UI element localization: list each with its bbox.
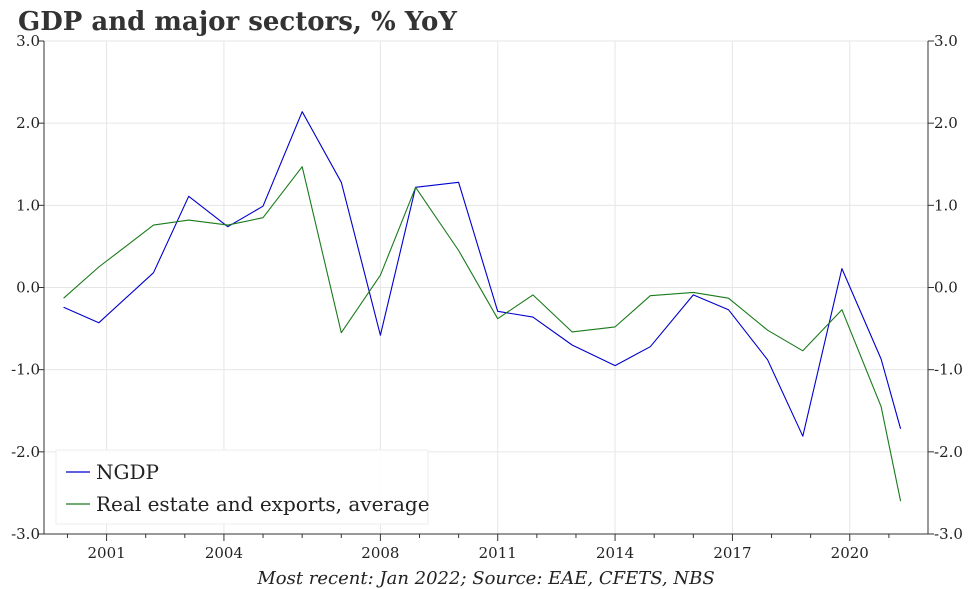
y-tick-label-right: -3.0 xyxy=(934,525,963,543)
legend: NGDP Real estate and exports, average xyxy=(55,449,430,525)
y-tick-label-left: -3.0 xyxy=(11,525,40,543)
y-tick-label-left: 1.0 xyxy=(16,196,40,214)
y-tick-label-right: 1.0 xyxy=(934,196,958,214)
y-tick-label-right: -1.0 xyxy=(934,361,963,379)
series-lines xyxy=(63,111,902,502)
y-tick-label-left: 0.0 xyxy=(16,279,40,297)
y-tick-label-right: -2.0 xyxy=(934,443,963,461)
y-tick-label-left: 3.0 xyxy=(16,32,40,50)
x-tick-label: 2011 xyxy=(479,544,517,562)
legend-box xyxy=(55,449,429,525)
legend-label: Real estate and exports, average xyxy=(96,492,430,516)
x-tick-label: 2004 xyxy=(205,544,243,562)
x-tick-label: 2017 xyxy=(713,544,751,562)
y-tick-label-right: 0.0 xyxy=(934,279,958,297)
y-tick-label-right: 3.0 xyxy=(934,32,958,50)
x-tick-label: 2020 xyxy=(831,544,869,562)
y-tick-label-left: -2.0 xyxy=(11,443,40,461)
x-tick-label: 2008 xyxy=(361,544,399,562)
axes: 3.0 3.0 2.0 2.0 1.0 1.0 0.0 0.0 -1.0 -1.0 -2.0 -2.0… xyxy=(11,32,963,562)
y-tick-label-right: 2.0 xyxy=(934,114,958,132)
series-line-real-estate-and-exports-average xyxy=(63,166,902,502)
legend-label: NGDP xyxy=(96,460,159,484)
y-tick-label-left: -1.0 xyxy=(11,361,40,379)
y-tick-label-left: 2.0 xyxy=(16,114,40,132)
series-line-ngdp xyxy=(63,111,902,437)
source-note: Most recent: Jan 2022; Source: EAE, CFET… xyxy=(256,568,714,589)
chart-title: GDP and major sectors, % YoY xyxy=(18,7,457,37)
x-tick-label: 2014 xyxy=(596,544,634,562)
x-tick-label: 2001 xyxy=(87,544,125,562)
